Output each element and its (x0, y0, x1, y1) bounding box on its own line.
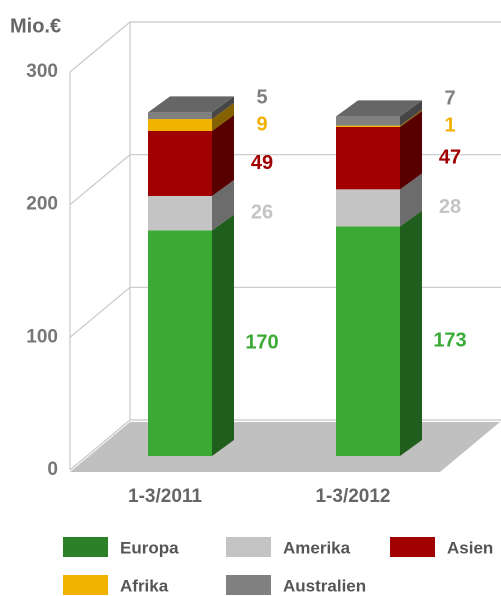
value-label: 26 (251, 202, 273, 224)
bar-segment (336, 116, 400, 126)
y-tick-label: 300 (26, 61, 58, 82)
grid-line (69, 154, 501, 206)
legend-label: Afrika (120, 576, 169, 595)
bar-segment (148, 119, 212, 131)
legend-swatch (63, 575, 108, 595)
value-label: 7 (444, 88, 455, 110)
legend-label: Asien (447, 538, 493, 557)
bar-side (212, 214, 234, 456)
legend-label: Australien (283, 576, 366, 595)
x-tick-label: 1-3/2012 (315, 486, 390, 507)
bar-side (212, 103, 234, 131)
bar-segment (336, 125, 400, 127)
bar-side (400, 100, 422, 126)
bar-segment (148, 230, 212, 456)
bar-side (212, 96, 234, 120)
legend-label: Europa (120, 538, 179, 557)
y-tick-label: 200 (26, 194, 58, 215)
bar-segment (336, 126, 400, 190)
legend-label: Amerika (283, 538, 351, 557)
value-label: 49 (251, 152, 273, 174)
value-label: 9 (256, 113, 267, 135)
bar-top (148, 96, 234, 113)
x-tick-label: 1-3/2011 (128, 486, 202, 507)
legend-swatch (390, 537, 435, 557)
bar-side (400, 173, 422, 227)
bar-side (400, 109, 422, 127)
bar-side (400, 210, 422, 456)
bar-top (336, 100, 422, 117)
grid-line (69, 21, 501, 73)
value-label: 5 (256, 86, 267, 108)
bar-side (212, 114, 234, 196)
y-axis-label: Mio.€ (10, 15, 61, 37)
value-label: 28 (439, 196, 461, 218)
bar-segment (148, 130, 212, 196)
y-tick-label: 100 (26, 326, 58, 347)
value-label: 47 (439, 146, 461, 168)
value-label: 1 (444, 115, 455, 137)
bar-segment (148, 195, 212, 231)
legend-swatch (226, 575, 271, 595)
y-tick-label: 0 (47, 459, 58, 480)
value-label: 173 (433, 330, 466, 352)
legend-swatch (63, 537, 108, 557)
legend-swatch (226, 537, 271, 557)
value-label: 170 (245, 332, 278, 354)
bar-segment (148, 112, 212, 120)
floor (70, 422, 500, 472)
bar-side (212, 179, 234, 231)
bar-segment (336, 189, 400, 227)
bar-side (400, 110, 422, 190)
bar-segment (336, 226, 400, 456)
